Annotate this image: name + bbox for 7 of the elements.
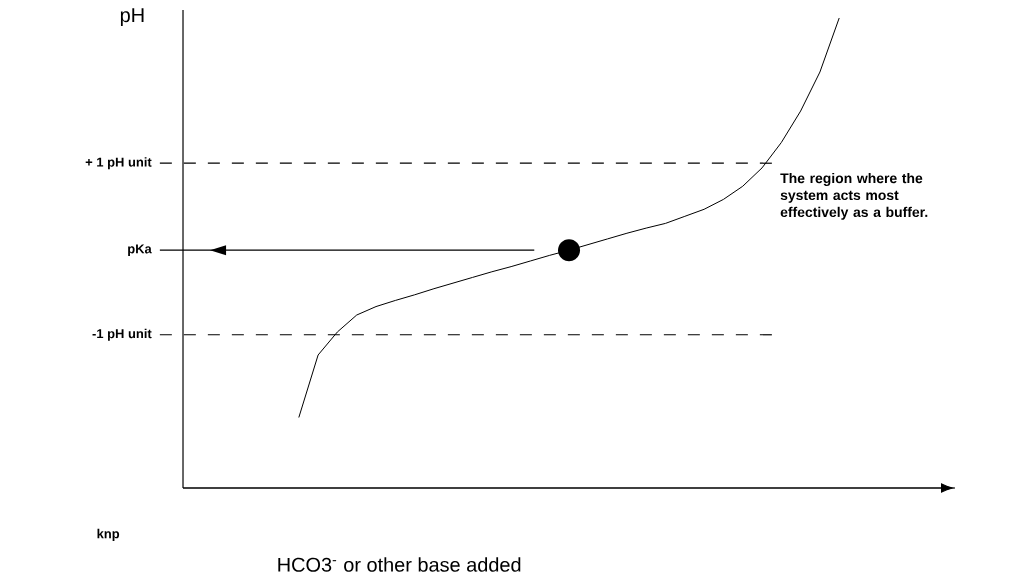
x-axis-title: HCO3$^{-}$ or other base added — [278, 557, 521, 572]
ref-line-label: pKa — [128, 244, 152, 256]
ref-line-label: + 1 pH unit — [85, 157, 152, 170]
ref-line-label: -1 pH unit — [92, 328, 152, 341]
y-axis-title: pH — [120, 8, 144, 27]
annotation: The region where the system acts most effectively as a buffer. — [780, 172, 928, 220]
text: knp — [97, 528, 120, 541]
